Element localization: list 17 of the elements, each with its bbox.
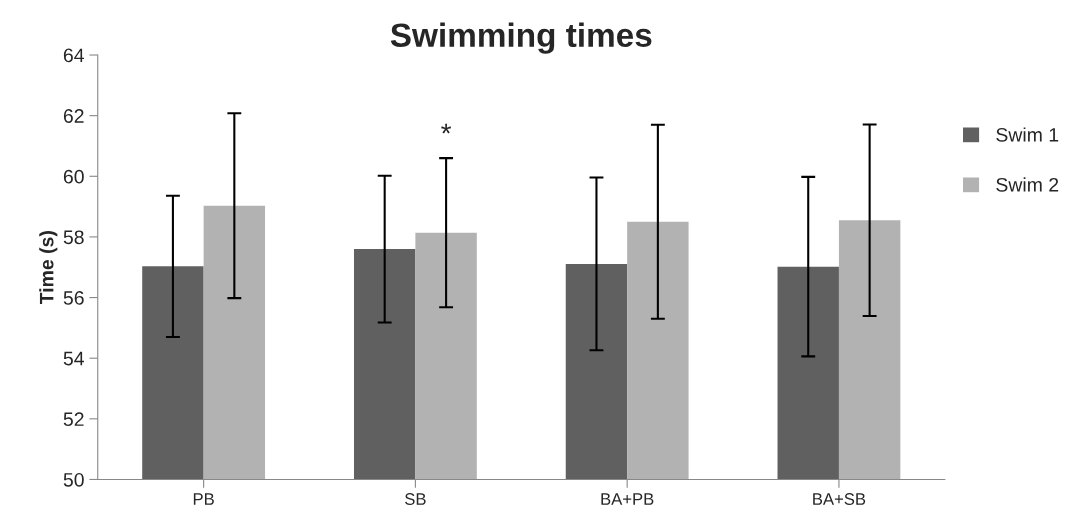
x-tick-label: SB <box>405 493 426 505</box>
annotation: * <box>441 123 452 134</box>
y-tick-label: 52 <box>63 412 84 427</box>
y-tick-label: 56 <box>63 291 84 305</box>
y-tick-label: 50 <box>63 472 84 487</box>
x-tick-label: BA+PB <box>601 493 654 505</box>
legend-label: Swim 2 <box>996 177 1059 192</box>
x-tick-label: PB <box>193 493 214 505</box>
legend-label: Swim 1 <box>996 127 1059 142</box>
y-axis-title: Time (s) <box>39 231 58 305</box>
y-tick-label: 64 <box>63 48 84 63</box>
y-tick-label: 58 <box>63 230 84 245</box>
x-tick-label: BA+SB <box>813 493 866 505</box>
y-tick-label: 62 <box>63 109 84 123</box>
chart-title: Swimming times <box>390 22 652 54</box>
y-tick-label: 54 <box>63 351 84 366</box>
y-tick-label: 60 <box>63 169 84 184</box>
